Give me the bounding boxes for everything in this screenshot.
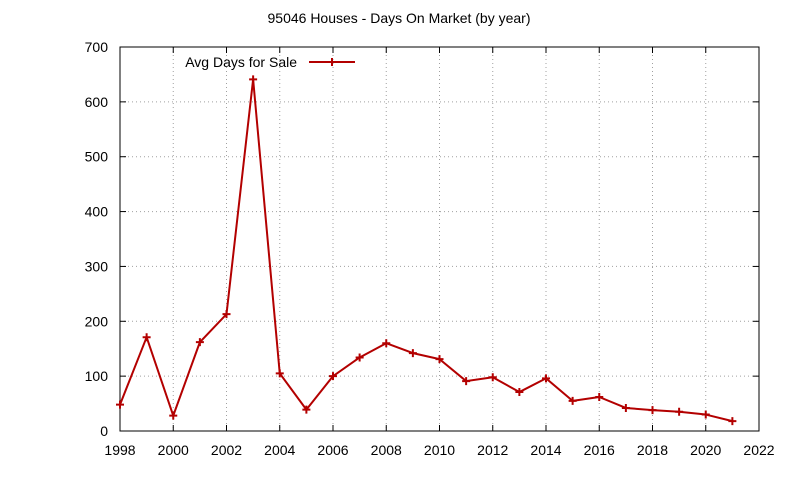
- y-tick-label: 400: [85, 204, 109, 220]
- x-tick-label: 2016: [584, 442, 615, 458]
- data-point-marker: [515, 388, 524, 397]
- data-point-marker: [329, 372, 337, 381]
- chart-title: 95046 Houses - Days On Market (by year): [268, 10, 531, 26]
- data-point-marker: [435, 355, 444, 364]
- y-tick-label: 200: [85, 313, 109, 329]
- x-tick-label: 2020: [690, 442, 721, 458]
- x-tick-label: 2002: [211, 442, 242, 458]
- data-point-marker: [621, 403, 630, 412]
- y-tick-label: 500: [85, 149, 109, 165]
- data-point-marker: [275, 369, 284, 378]
- data-point-marker: [382, 339, 391, 348]
- x-tick-label: 2006: [317, 442, 348, 458]
- x-tick-label: 2022: [743, 442, 774, 458]
- data-point-marker: [648, 406, 657, 415]
- y-tick-label: 100: [85, 368, 109, 384]
- x-tick-label: 2008: [371, 442, 402, 458]
- data-point-marker: [675, 407, 684, 416]
- x-tick-label: 2012: [477, 442, 508, 458]
- data-point-marker: [222, 310, 231, 319]
- data-point-marker: [142, 333, 151, 342]
- data-point-marker: [595, 392, 604, 401]
- data-point-marker: [116, 400, 124, 409]
- data-point-marker: [302, 405, 311, 414]
- data-point-marker: [462, 377, 471, 386]
- x-tick-label: 1998: [104, 442, 135, 458]
- x-tick-label: 2018: [637, 442, 668, 458]
- x-axis: 1998 2000 2002 2004 2006 2008 2010 2012 2014 2016…: [104, 47, 775, 458]
- x-tick-label: 2004: [264, 442, 295, 458]
- series-layer: [116, 75, 737, 426]
- y-tick-label: 600: [85, 94, 109, 110]
- y-tick-label: 700: [85, 39, 109, 55]
- data-point-marker: [568, 396, 577, 405]
- legend: Avg Days for Sale: [185, 54, 355, 70]
- x-tick-label: 2014: [530, 442, 561, 458]
- legend-line-sample: [309, 58, 355, 66]
- legend-marker: [328, 58, 336, 66]
- data-point-marker: [195, 338, 204, 347]
- series-line: [119, 78, 733, 423]
- x-tick-label: 2010: [424, 442, 455, 458]
- data-point-marker: [249, 75, 258, 84]
- y-tick-label: 0: [100, 423, 108, 439]
- data-point-marker: [728, 417, 737, 426]
- y-axis: 0 100 200 300 400 500 600 700: [85, 39, 759, 439]
- data-point-marker: [701, 410, 710, 419]
- data-point-marker: [355, 353, 364, 362]
- x-tick-label: 2000: [158, 442, 189, 458]
- plot-frame: [119, 46, 760, 432]
- grid: [120, 47, 759, 431]
- y-tick-label: 300: [85, 258, 109, 274]
- data-point-marker: [542, 374, 550, 383]
- legend-label: Avg Days for Sale: [185, 54, 297, 70]
- data-point-marker: [408, 349, 417, 358]
- data-point-marker: [169, 411, 178, 420]
- data-point-marker: [488, 373, 497, 382]
